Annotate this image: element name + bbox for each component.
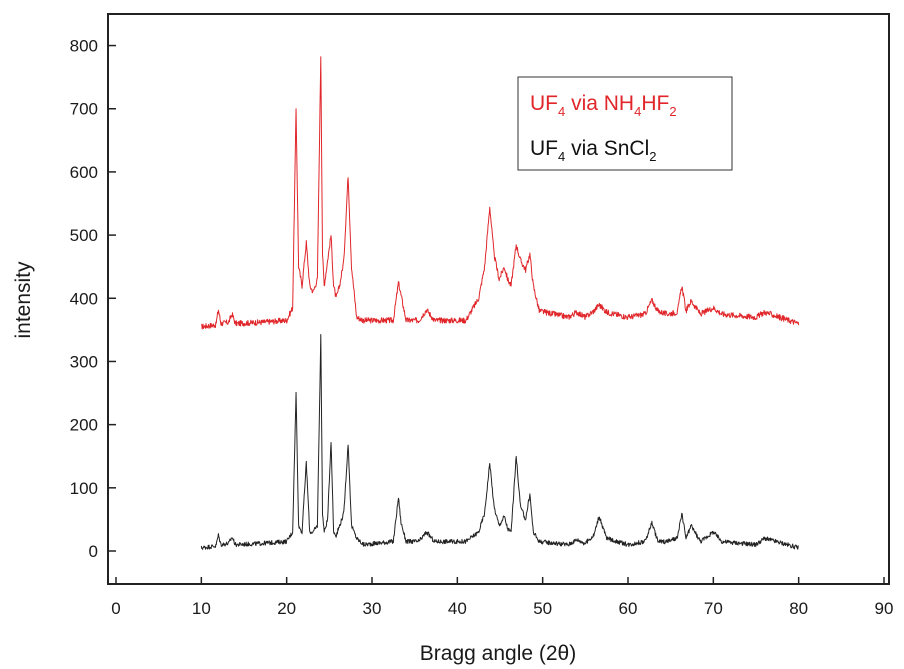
y-tick-label: 500 [70, 226, 98, 245]
x-tick-label: 70 [704, 599, 723, 618]
y-tick-label: 200 [70, 416, 98, 435]
x-tick-label: 20 [277, 599, 296, 618]
y-tick-label: 800 [70, 37, 98, 56]
x-tick-label: 10 [192, 599, 211, 618]
y-tick-label: 700 [70, 100, 98, 119]
y-tick-label: 0 [89, 542, 98, 561]
series-layer [200, 56, 800, 550]
y-axis-ticks: 0 100 200 300 400 500 600 700 800 [70, 37, 116, 561]
x-tick-label: 60 [619, 599, 638, 618]
y-tick-label: 100 [70, 479, 98, 498]
x-tick-label: 80 [789, 599, 808, 618]
x-tick-label: 90 [875, 599, 894, 618]
legend-box [517, 76, 733, 171]
plot-frame [107, 13, 890, 585]
legend-entry-sncl2: UF4 via SnCl2 [530, 137, 657, 164]
x-tick-label: 50 [533, 599, 552, 618]
x-tick-label: 40 [448, 599, 467, 618]
series-line-sncl2 [200, 334, 799, 550]
x-axis-ticks: 0 10 20 30 40 50 60 70 80 90 [111, 577, 893, 618]
y-tick-label: 400 [70, 289, 98, 308]
legend: UF4 via NH4HF2 UF4 via SnCl2 [517, 76, 733, 171]
y-tick-label: 600 [70, 163, 98, 182]
x-axis-label: Bragg angle (2θ) [420, 642, 576, 665]
y-tick-label: 300 [70, 352, 98, 371]
y-axis-label: intensity [12, 261, 35, 339]
legend-entry-nh4hf2: UF4 via NH4HF2 [530, 92, 677, 119]
series-line-nh4hf2 [201, 56, 800, 330]
x-tick-label: 30 [363, 599, 382, 618]
x-tick-label: 0 [111, 599, 120, 618]
